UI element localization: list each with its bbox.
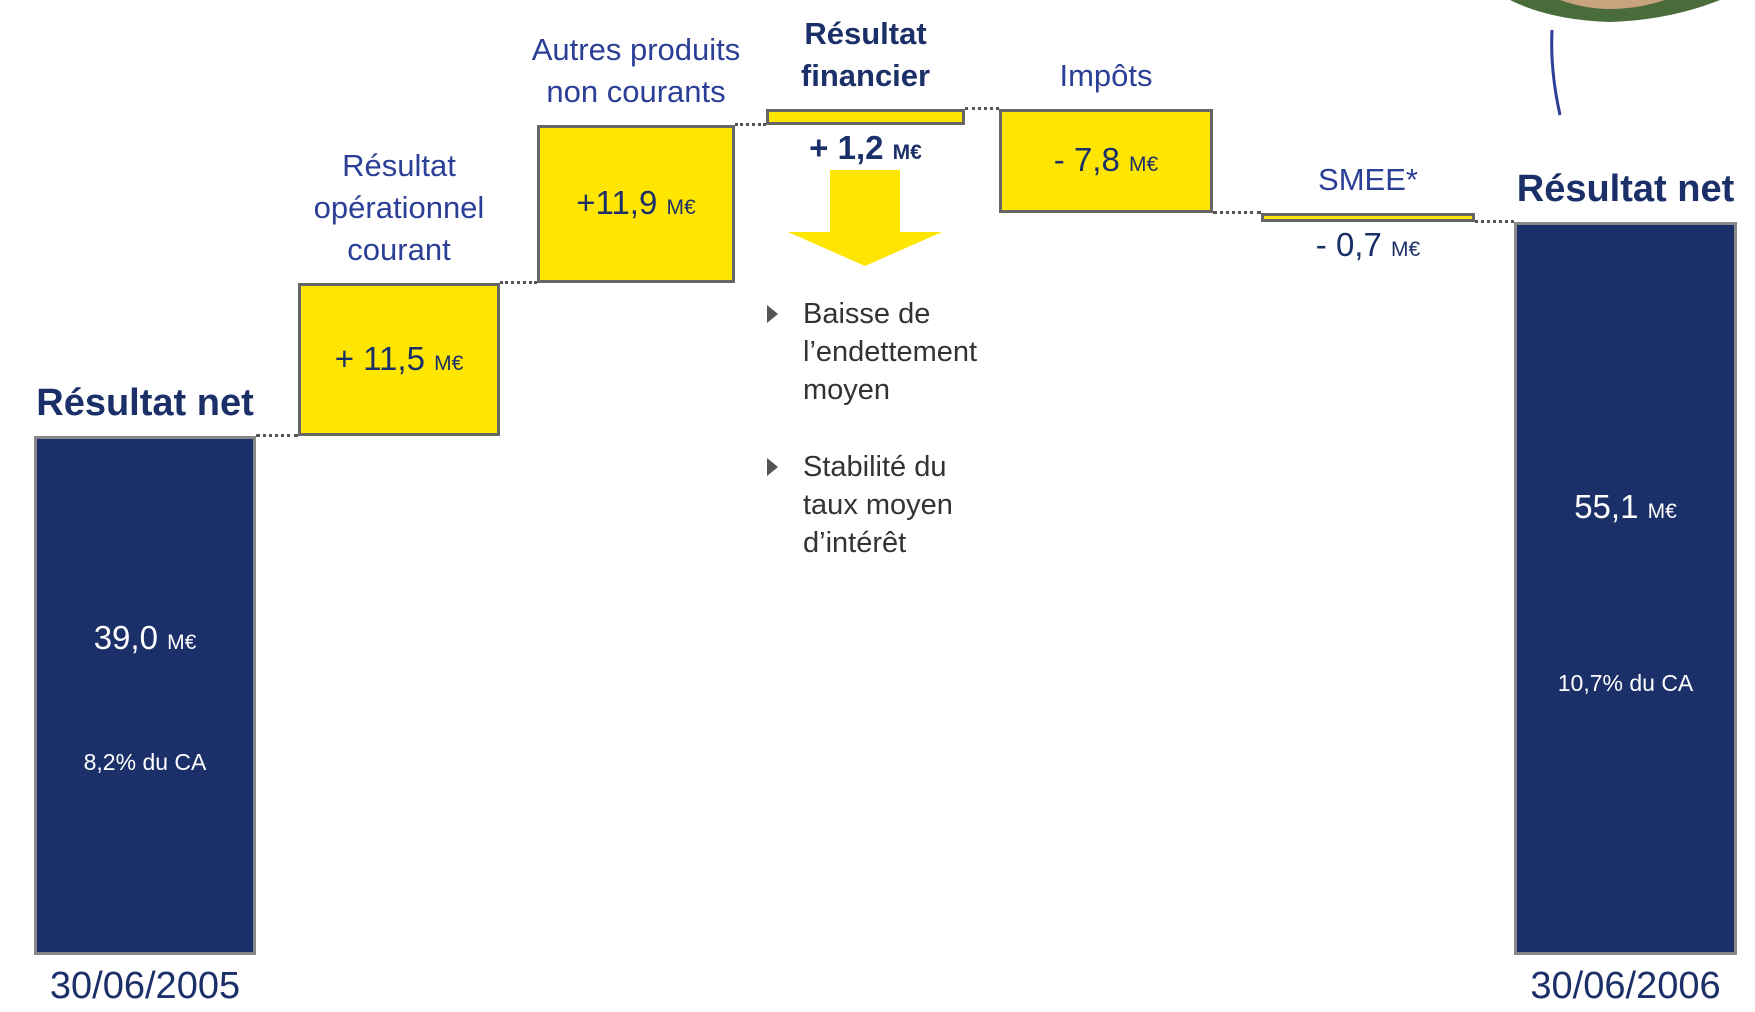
value-label: - 0,7 M€ <box>1261 226 1475 264</box>
photo-corner <box>1510 0 1720 116</box>
total-note: 8,2% du CA <box>83 749 207 776</box>
value-text: + 1,2 <box>809 129 884 167</box>
delta-bar <box>999 109 1213 213</box>
value-text: - 0,7 <box>1315 226 1382 264</box>
unit: M€ <box>1391 238 1421 262</box>
connector <box>500 281 537 285</box>
total-note: 10,7% du CA <box>1557 669 1694 696</box>
category-label: SMEE* <box>1318 161 1418 197</box>
delta-bar <box>537 125 735 284</box>
unit: M€ <box>1129 152 1159 176</box>
unit: M€ <box>434 351 464 375</box>
unit: M€ <box>666 196 696 220</box>
total-bar <box>34 436 256 955</box>
category-label: Résultat financier <box>800 16 931 94</box>
value-label: 55,1 M€ <box>1514 488 1737 526</box>
value-text: - 7,8 <box>1053 140 1120 178</box>
unit: M€ <box>892 141 922 165</box>
total-bar <box>1514 222 1737 955</box>
value-label: - 7,8 M€ <box>999 141 1213 179</box>
category-label: Résultat net <box>36 382 254 425</box>
arrow <box>788 170 942 266</box>
connector <box>735 123 766 127</box>
value-text: 39,0 <box>93 618 158 656</box>
delta-bar <box>298 283 500 437</box>
value-text: 55,1 <box>1574 487 1639 525</box>
connector <box>965 107 999 111</box>
value-label: +11,9 M€ <box>537 184 735 222</box>
unit: M€ <box>167 630 197 654</box>
date-label: 30/06/2006 <box>1530 965 1721 1007</box>
connector <box>256 434 298 438</box>
value-label: + 11,5 M€ <box>298 340 500 378</box>
category-label: Impôts <box>1059 58 1153 94</box>
value-text: + 11,5 <box>334 339 425 377</box>
value-label: + 1,2 M€ <box>766 129 965 167</box>
connector <box>1475 220 1514 224</box>
date-label: 30/06/2005 <box>49 965 241 1007</box>
unit: M€ <box>1647 499 1677 523</box>
category-label: Autres produits non courants <box>531 32 741 110</box>
category-label: Résultat net <box>1516 168 1735 211</box>
value-label: 39,0 M€ <box>34 619 256 657</box>
delta-bar <box>1261 212 1475 223</box>
delta-bar <box>766 109 965 126</box>
category-label: Résultat opérationnel courant <box>313 148 485 268</box>
value-text: +11,9 <box>576 184 658 222</box>
comment: Baisse de l’endettement moyen <box>767 295 1003 409</box>
comment: Stabilité du taux moyen d’intérêt <box>767 448 1003 562</box>
connector <box>1213 210 1261 214</box>
